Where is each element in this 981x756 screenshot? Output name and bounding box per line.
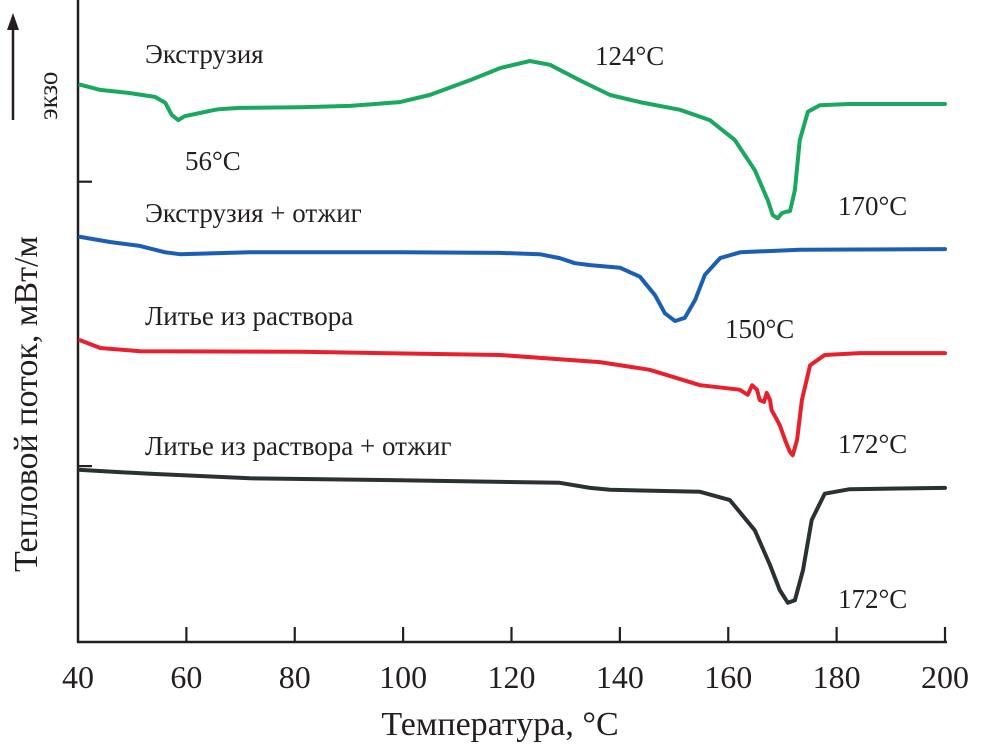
series-line-1 — [78, 59, 947, 221]
annotation-label: 170°C — [838, 191, 907, 221]
exo-arrow-icon — [7, 13, 19, 120]
x-tick-label: 60 — [170, 659, 202, 695]
exo-label: экзо — [33, 72, 63, 120]
annotations: Экструзия 124°C 56°C Экструзия + отжиг 170°C… — [145, 39, 907, 614]
annotation-label: Литье из раствора — [145, 301, 353, 331]
series-line-3 — [78, 338, 947, 458]
annotation-label: 172°C — [838, 584, 907, 614]
x-tick-label: 80 — [279, 659, 311, 695]
x-tick-label: 140 — [596, 659, 644, 695]
x-tick-label: 180 — [813, 659, 861, 695]
annotation-label: Экструзия — [145, 39, 264, 69]
y-axis-title: Тепловой поток, мВт/м — [8, 236, 45, 572]
x-tick-label: 120 — [488, 659, 536, 695]
x-axis-title: Температура, °C — [381, 706, 618, 743]
x-tick-label: 40 — [62, 659, 94, 695]
annotation-label: 56°C — [185, 146, 241, 176]
x-tick-label: 100 — [379, 659, 427, 695]
annotation-label: Экструзия + отжиг — [145, 198, 362, 228]
x-ticks: 40 60 80 100 120 140 160 180 200 — [62, 627, 969, 695]
annotation-label: 150°C — [725, 314, 794, 344]
x-tick-label: 200 — [921, 659, 969, 695]
series-line-2 — [78, 234, 947, 323]
annotation-label: Литье из раствора + отжиг — [145, 431, 451, 461]
annotation-label: 172°C — [838, 429, 907, 459]
series-group — [78, 59, 947, 605]
x-tick-label: 160 — [704, 659, 752, 695]
y-ticks — [78, 180, 92, 468]
series-line-4 — [78, 467, 947, 605]
annotation-label: 124°C — [595, 41, 664, 71]
